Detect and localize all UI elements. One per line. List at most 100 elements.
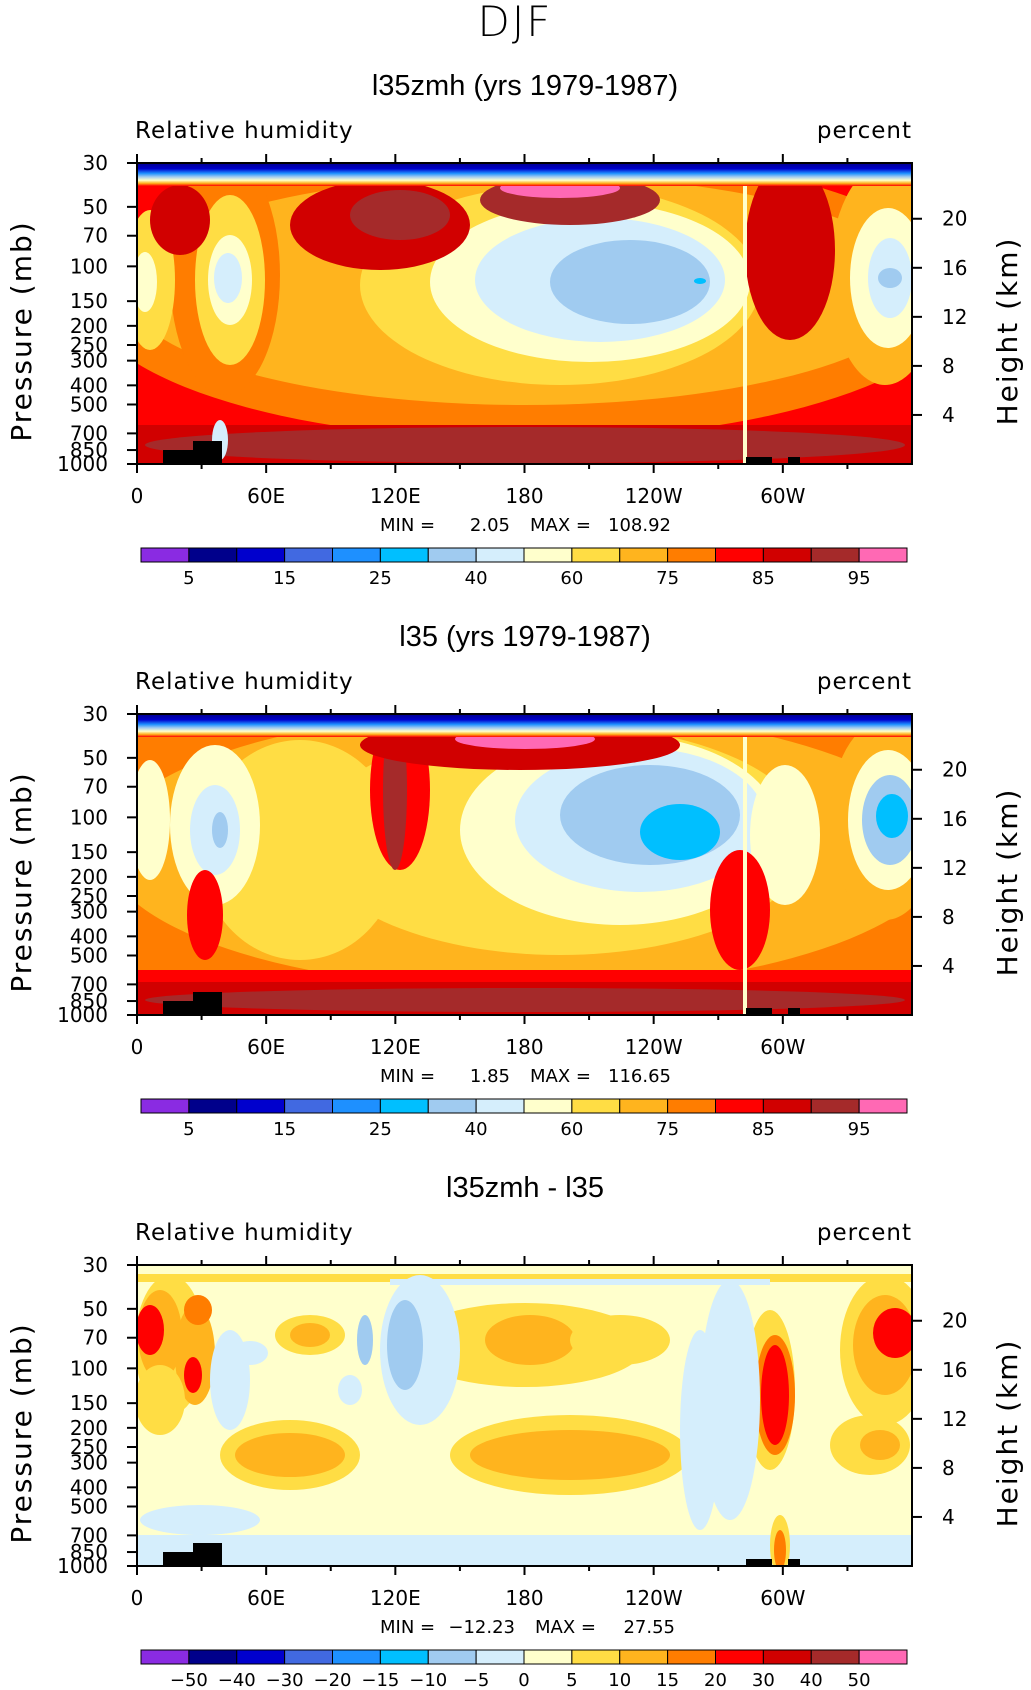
- panel-2-x-tick-label: 0: [131, 1035, 144, 1059]
- panel-2-colorbar-box: [571, 1098, 621, 1114]
- panel-3-max-label: MAX =: [535, 1617, 596, 1638]
- panel-1-y-tick-label: 100: [70, 254, 108, 278]
- panel-3-colorbar-box: [762, 1649, 812, 1665]
- panel-1-colorbar-box: [475, 547, 525, 563]
- panel-3-y-tick-label: 500: [70, 1495, 108, 1519]
- panel-1-y-tick-label: 300: [70, 349, 108, 373]
- panel-3-field-label: Relative humidity: [135, 1220, 354, 1246]
- panel-3-x-tick-label: 60E: [247, 1586, 285, 1610]
- panel-2-y-tick-label: 300: [70, 900, 108, 924]
- panel-3-colorbar-box: [475, 1649, 525, 1665]
- panel-2-colorbar-box: [858, 1098, 908, 1114]
- panel-1-colorbar-label: 95: [848, 568, 871, 589]
- panel-2-colorbar-box: [236, 1098, 286, 1114]
- panel-2-x-tick-label: 60W: [760, 1035, 805, 1059]
- panel-1-colorbar-box: [762, 547, 812, 563]
- panel-2-right-tick-label: 20: [942, 758, 967, 782]
- panel-1-field-label: Relative humidity: [135, 118, 354, 144]
- panel-1-y-tick-label: 70: [83, 224, 108, 248]
- panel-3-max-value: 27.55: [623, 1617, 675, 1638]
- panel-3-right-tick-label: 8: [942, 1456, 955, 1480]
- panel-3-colorbar-label: −30: [266, 1670, 304, 1690]
- panel-1-colorbar-box: [667, 547, 716, 563]
- panel-1-colorbar-box: [523, 547, 573, 563]
- panel-2-colorbar-box: [427, 1098, 477, 1114]
- panel-1-max-value: 108.92: [608, 515, 671, 536]
- panel-1-min-value: 2.05: [470, 515, 510, 536]
- panel-3-x-tick-label: 0: [131, 1586, 144, 1610]
- panel-3: l35zmh - l35 Relative humidity percent P…: [5, 1172, 1024, 1690]
- panel-1-colorbar-label: 60: [560, 568, 583, 589]
- panel-3-y-tick-label: 70: [83, 1326, 108, 1350]
- panel-3-colorbar-box: [188, 1649, 238, 1665]
- panel-3-colorbar-box: [667, 1649, 716, 1665]
- panel-1-title: l35zmh (yrs 1979-1987): [372, 70, 678, 102]
- panel-3-y-tick-label: 30: [83, 1253, 108, 1277]
- panel-3-x-tick-label: 60W: [760, 1586, 805, 1610]
- panel-3-min-value: −12.23: [448, 1617, 515, 1638]
- panel-2-colorbar-box: [475, 1098, 525, 1114]
- panel-3-right-tick-label: 4: [942, 1505, 955, 1529]
- panel-3-colorbar-box: [619, 1649, 669, 1665]
- panel-2-colorbar-box: [379, 1098, 429, 1114]
- panel-2-colorbar-label: 25: [369, 1119, 392, 1140]
- panel-3-colorbar-label: −40: [218, 1670, 256, 1690]
- panel-3-colorbar-box: [427, 1649, 477, 1665]
- panel-1-y-tick-label: 150: [70, 289, 108, 313]
- panel-2-y-tick-label: 250: [70, 884, 108, 908]
- panel-1-ylabel-right: Height (km): [991, 237, 1024, 426]
- panel-2-units-label: percent: [817, 669, 912, 695]
- panel-2-y-tick-label: 50: [83, 746, 108, 770]
- panel-1-ylabel: Pressure (mb): [5, 220, 38, 441]
- panel-2-y-tick-label: 700: [70, 972, 108, 996]
- panel-2-y-tick-label: 30: [83, 702, 108, 726]
- main-title: DJF: [478, 0, 553, 46]
- panel-2-colorbar-label: 5: [183, 1119, 194, 1140]
- panel-1-x-tick-label: 0: [131, 484, 144, 508]
- panel-1-colorbar-box: [379, 547, 429, 563]
- panel-2-colorbar-label: 95: [848, 1119, 871, 1140]
- panel-2-colorbar-label: 85: [752, 1119, 775, 1140]
- panel-1-colorbar-box: [810, 547, 860, 563]
- panel-3-colorbar-label: 40: [800, 1670, 823, 1690]
- panel-1-colorbar-label: 75: [656, 568, 679, 589]
- panel-3-colorbar-box: [332, 1649, 381, 1665]
- panel-3-colorbar: −50 −40 −30 −20 −15 −10 −5 0 5 10 15 20 30 40 50: [140, 1649, 908, 1690]
- panel-3-ylabel: Pressure (mb): [5, 1322, 38, 1543]
- panel-1-x-tick-label: 60W: [760, 484, 805, 508]
- panel-1-right-tick-label: 16: [942, 256, 967, 280]
- panel-1-colorbar-box: [332, 547, 381, 563]
- panel-1-colorbar-box: [236, 547, 286, 563]
- panel-1-y-tick-label: 50: [83, 195, 108, 219]
- panel-3-colorbar-box: [379, 1649, 429, 1665]
- panel-2-colorbar-box: [140, 1098, 190, 1114]
- panel-1-y-tick-label: 500: [70, 393, 108, 417]
- panel-1-min-label: MIN =: [380, 515, 435, 536]
- panel-2-y-tick-label: 150: [70, 840, 108, 864]
- panel-1-colorbar-box: [140, 547, 190, 563]
- panel-2-ylabel: Pressure (mb): [5, 771, 38, 992]
- panel-2-y-tick-label: 400: [70, 924, 108, 948]
- panel-1-contours: [137, 163, 912, 464]
- panel-1-colorbar-box: [188, 547, 238, 563]
- panel-3-y-tick-label: 850: [70, 1540, 108, 1564]
- panel-1-x-tick-label: 120W: [625, 484, 683, 508]
- panel-3-colorbar-label: −20: [314, 1670, 352, 1690]
- panel-3-colorbar-label: 0: [518, 1670, 529, 1690]
- panel-1-y-tick-label: 1000: [57, 452, 108, 476]
- panel-1-colorbar-label: 5: [183, 568, 194, 589]
- panel-3-units-label: percent: [817, 1220, 912, 1246]
- panel-2-x-tick-label: 120E: [370, 1035, 421, 1059]
- panel-2-y-tick-label: 500: [70, 944, 108, 968]
- panel-2-colorbar-box: [762, 1098, 812, 1114]
- panel-3-right-tick-label: 12: [942, 1407, 967, 1431]
- panel-3-colorbar-label: −5: [463, 1670, 490, 1690]
- panel-1-y-tick-label: 200: [70, 314, 108, 338]
- panel-1-x-tick-label: 60E: [247, 484, 285, 508]
- panel-2-colorbar-box: [715, 1098, 764, 1114]
- panel-1: l35zmh (yrs 1979-1987) Relative humidity…: [5, 70, 1024, 589]
- panel-3-ylabel-right: Height (km): [991, 1339, 1024, 1528]
- panel-2-min-value: 1.85: [470, 1066, 510, 1087]
- panel-3-colorbar-label: 30: [752, 1670, 775, 1690]
